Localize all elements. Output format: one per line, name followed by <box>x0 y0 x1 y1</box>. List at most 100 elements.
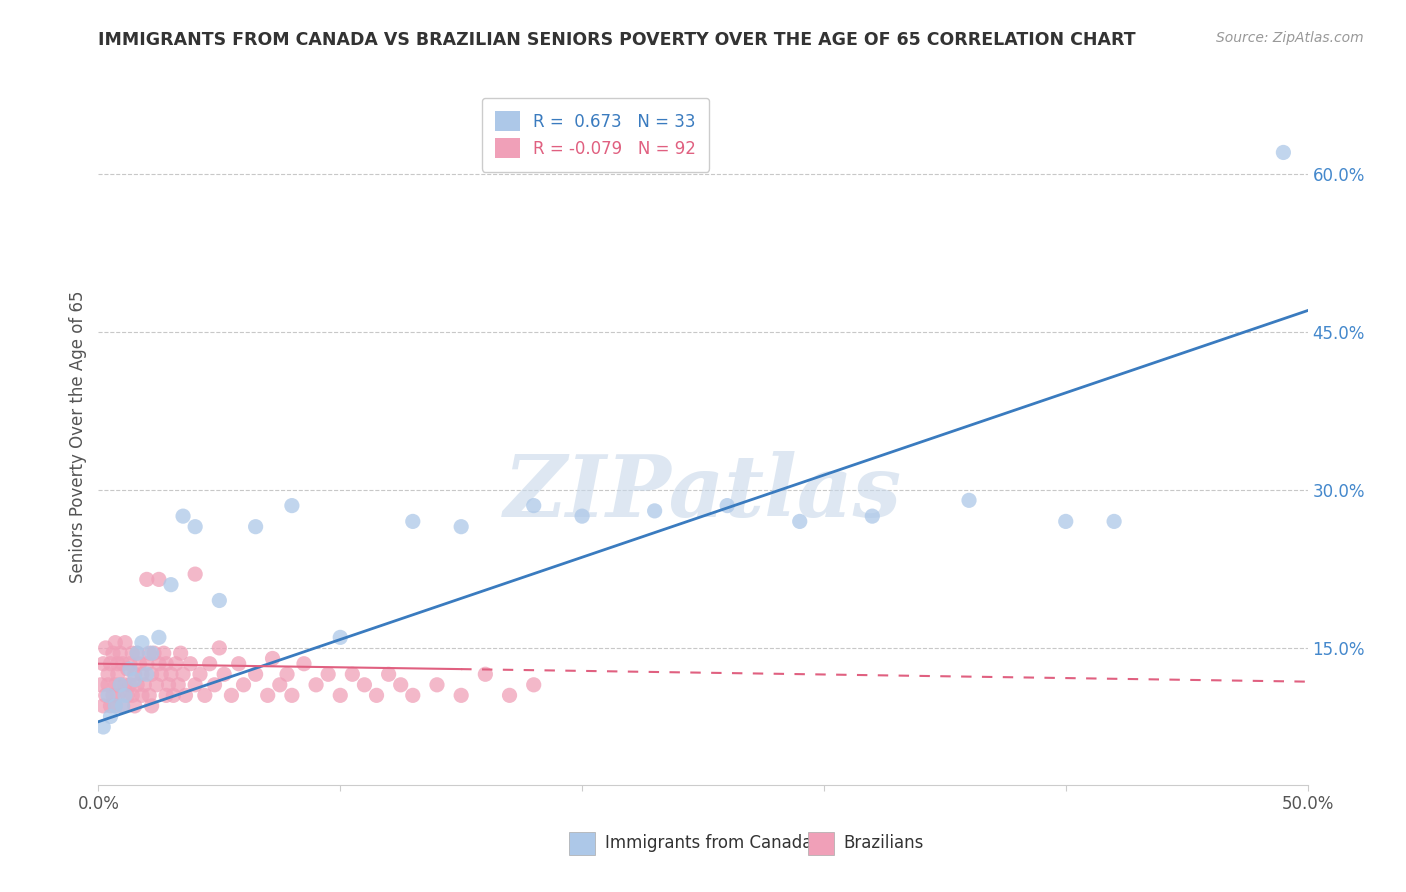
Point <box>127 678 149 692</box>
Point <box>128 657 150 671</box>
Point <box>91 720 114 734</box>
Point <box>188 667 211 681</box>
Point <box>150 667 173 681</box>
Text: Immigrants from Canada: Immigrants from Canada <box>605 834 811 852</box>
Point <box>184 678 207 692</box>
Point <box>104 635 127 649</box>
Point <box>402 689 425 703</box>
Point <box>97 678 120 692</box>
Point <box>108 678 131 692</box>
Point <box>498 689 520 703</box>
Point <box>160 667 183 681</box>
Point <box>281 689 304 703</box>
Point <box>127 646 149 660</box>
Point <box>141 698 163 713</box>
Point <box>221 689 243 703</box>
Point <box>450 519 472 533</box>
Point <box>94 640 117 655</box>
Point <box>281 499 304 513</box>
Point <box>111 698 134 713</box>
Point <box>138 689 160 703</box>
Point <box>366 689 388 703</box>
Point <box>1054 515 1077 529</box>
Point <box>114 689 136 703</box>
Point <box>145 678 167 692</box>
Point <box>117 662 139 676</box>
Point <box>377 667 399 681</box>
Point <box>474 667 496 681</box>
Point <box>184 519 207 533</box>
Point <box>114 678 136 692</box>
Point <box>198 657 221 671</box>
Point <box>292 657 315 671</box>
Point <box>118 662 141 676</box>
Point <box>135 667 157 681</box>
Point <box>141 646 163 660</box>
Point <box>228 657 250 671</box>
Point <box>269 678 291 692</box>
Point <box>162 689 184 703</box>
Point <box>118 678 141 692</box>
Point <box>101 646 124 660</box>
Point <box>523 678 546 692</box>
Point <box>94 689 117 703</box>
Point <box>305 678 328 692</box>
Point <box>121 689 143 703</box>
Point <box>208 593 231 607</box>
Point <box>91 657 114 671</box>
Point <box>135 573 157 587</box>
Point <box>90 678 112 692</box>
Point <box>402 515 425 529</box>
Legend: R =  0.673   N = 33, R = -0.079   N = 92: R = 0.673 N = 33, R = -0.079 N = 92 <box>482 97 710 171</box>
Text: Source: ZipAtlas.com: Source: ZipAtlas.com <box>1216 31 1364 45</box>
Point <box>108 646 131 660</box>
Point <box>523 499 546 513</box>
Point <box>148 573 170 587</box>
Point <box>276 667 298 681</box>
Point <box>141 667 163 681</box>
Point <box>716 499 738 513</box>
Point <box>138 646 160 660</box>
Point <box>143 646 166 660</box>
Text: Brazilians: Brazilians <box>844 834 924 852</box>
Point <box>179 657 201 671</box>
Point <box>101 689 124 703</box>
Point <box>107 657 129 671</box>
Point <box>135 657 157 671</box>
Point <box>426 678 449 692</box>
Point <box>91 698 114 713</box>
Point <box>104 698 127 713</box>
Point <box>97 689 120 703</box>
Point <box>117 689 139 703</box>
Point <box>121 646 143 660</box>
Point <box>353 678 375 692</box>
Point <box>124 673 146 687</box>
Point <box>111 657 134 671</box>
Point <box>100 709 122 723</box>
Point <box>342 667 364 681</box>
Point <box>571 509 593 524</box>
Point <box>124 698 146 713</box>
Point <box>256 689 278 703</box>
Point <box>212 667 235 681</box>
Point <box>644 504 666 518</box>
Point <box>450 689 472 703</box>
Point <box>152 646 174 660</box>
Point <box>232 678 254 692</box>
Point <box>169 646 191 660</box>
Point <box>1102 515 1125 529</box>
Point <box>1272 145 1295 160</box>
Point <box>245 667 267 681</box>
Point <box>167 678 190 692</box>
Point <box>148 631 170 645</box>
Point <box>118 657 141 671</box>
Point <box>184 567 207 582</box>
Point <box>134 678 156 692</box>
Point <box>111 698 134 713</box>
Point <box>329 631 352 645</box>
Point <box>97 667 120 681</box>
Point <box>108 678 131 692</box>
Point <box>174 689 197 703</box>
Point <box>389 678 412 692</box>
Point <box>104 678 127 692</box>
